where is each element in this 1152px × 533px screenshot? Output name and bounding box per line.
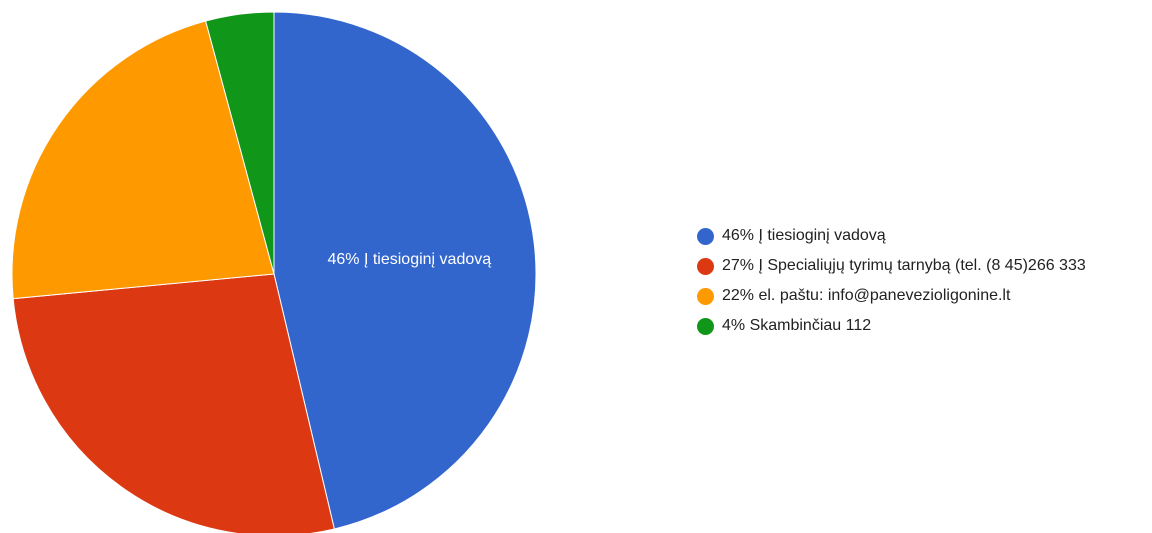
legend-item[interactable]: 4% Skambinčiau 112 xyxy=(697,311,1086,341)
legend-label: 22% el. paštu: info@panevezioligonine.lt xyxy=(722,287,1010,305)
legend-item[interactable]: 27% Į Specialiųjų tyrimų tarnybą (tel. (… xyxy=(697,251,1086,281)
legend-label: 27% Į Specialiųjų tyrimų tarnybą (tel. (… xyxy=(722,257,1086,275)
legend-label: 46% Į tiesioginį vadovą xyxy=(722,227,886,245)
legend-item[interactable]: 46% Į tiesioginį vadovą xyxy=(697,221,1086,251)
legend-marker-icon xyxy=(697,318,714,335)
legend-marker-icon xyxy=(697,258,714,275)
legend-marker-icon xyxy=(697,288,714,305)
slice-label: 46% Į tiesioginį vadovą xyxy=(327,251,491,268)
legend-marker-icon xyxy=(697,228,714,245)
legend-label: 4% Skambinčiau 112 xyxy=(722,317,871,335)
pie-chart: 46% Į tiesioginį vadovą xyxy=(0,0,640,533)
legend-item[interactable]: 22% el. paštu: info@panevezioligonine.lt xyxy=(697,281,1086,311)
legend: 46% Į tiesioginį vadovą 27% Į Specialiųj… xyxy=(697,221,1086,341)
